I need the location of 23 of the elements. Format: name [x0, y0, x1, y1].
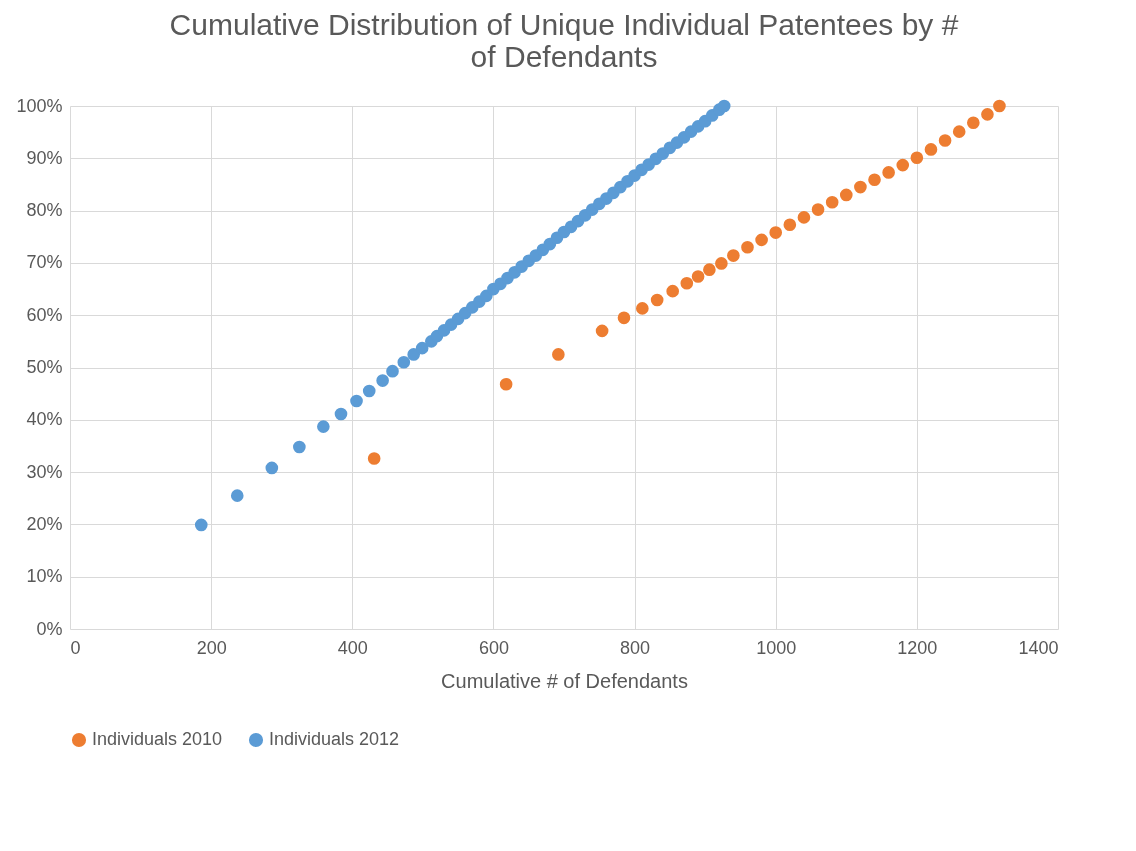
x-axis-title: Cumulative # of Defendants	[441, 669, 688, 692]
y-tick-label: 10%	[26, 566, 63, 587]
y-tick-label: 50%	[26, 357, 63, 377]
x-tick-label: 1400	[1018, 637, 1059, 658]
y-tick-label: 40%	[26, 409, 63, 430]
y-tick-label: 100%	[16, 95, 63, 116]
y-tick-label: 30%	[26, 461, 63, 482]
chart-title: Cumulative Distribution of Unique Individual Patentees by # of Defendants	[169, 8, 959, 73]
y-tick-label: 80%	[26, 200, 63, 221]
y-tick-label: 70%	[26, 252, 63, 273]
x-tick-label: 1200	[897, 637, 938, 658]
y-tick-label: 20%	[26, 513, 63, 534]
x-tick-label: 600	[478, 637, 509, 658]
y-tick-label: 90%	[26, 147, 63, 168]
legend-label: Individuals 2012	[269, 729, 400, 749]
x-tick-label: 200	[196, 637, 227, 658]
x-tick-label: 1000	[756, 637, 797, 658]
legend-label: Individuals 2010	[92, 729, 223, 749]
y-tick-label: 0%	[36, 618, 63, 639]
y-tick-label: 60%	[26, 304, 63, 325]
x-tick-label: 400	[337, 637, 368, 658]
x-tick-label: 800	[620, 637, 651, 658]
x-tick-label: 0	[70, 637, 81, 658]
